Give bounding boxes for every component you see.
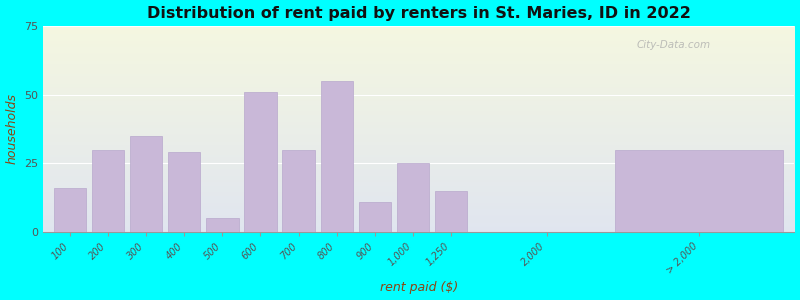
Bar: [435, 191, 467, 232]
Bar: [206, 218, 238, 232]
Bar: [92, 149, 124, 232]
Bar: [282, 149, 315, 232]
Y-axis label: households: households: [6, 93, 18, 164]
Title: Distribution of rent paid by renters in St. Maries, ID in 2022: Distribution of rent paid by renters in …: [147, 6, 690, 21]
Bar: [397, 163, 430, 232]
X-axis label: rent paid ($): rent paid ($): [380, 281, 458, 294]
Bar: [54, 188, 86, 232]
Bar: [321, 81, 353, 232]
Bar: [358, 202, 391, 232]
Bar: [244, 92, 277, 232]
Bar: [130, 136, 162, 232]
Text: City-Data.com: City-Data.com: [637, 40, 710, 50]
Bar: [615, 149, 783, 232]
Bar: [168, 152, 201, 232]
